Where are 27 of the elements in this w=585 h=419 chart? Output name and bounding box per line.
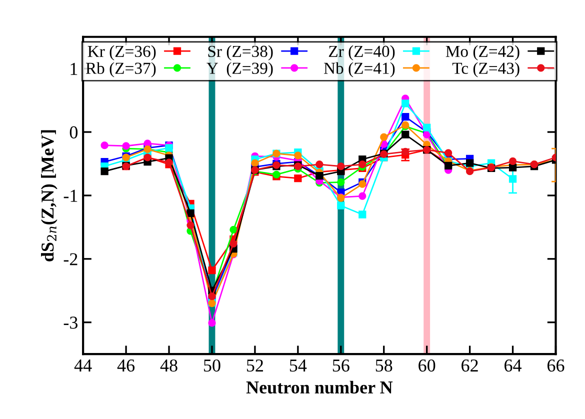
legend-label: Zr (Z=40): [328, 45, 395, 60]
x-tick-label: 52: [246, 359, 263, 372]
x-tick-label: 46: [117, 359, 135, 372]
x-tick-label: 62: [462, 359, 478, 372]
legend-label: Kr (Z=36): [88, 45, 156, 60]
legend-label: Sr (Z=38): [208, 45, 273, 60]
x-tick-label: 44: [74, 360, 92, 372]
y-tick-label: 0: [70, 126, 78, 138]
y-tick-label: -2: [64, 253, 78, 266]
legend-label: Mo (Z=42): [446, 45, 520, 60]
legend-label: Rb (Z=37): [86, 62, 156, 78]
x-tick-label: 58: [376, 359, 392, 372]
legend-label: Tc (Z=43): [452, 62, 520, 78]
legend-label: Y (Z=39): [206, 62, 273, 78]
x-axis-title: Neutron number N: [246, 380, 393, 394]
x-tick-label: 66: [548, 359, 564, 372]
legend-label: Nb (Z=41): [324, 62, 395, 78]
y-axis-title: dS$_{2n}$(Z,N) [MeV]: [41, 130, 58, 262]
y-tick-label: 1: [70, 62, 78, 75]
x-tick-label: 60: [418, 359, 436, 372]
x-tick-label: 48: [160, 359, 178, 372]
x-tick-label: 56: [332, 359, 350, 372]
y-tick-label: -1: [64, 190, 78, 202]
y-tick-label: -3: [64, 316, 78, 329]
x-tick-label: 50: [204, 359, 220, 372]
x-tick-label: 64: [504, 359, 522, 372]
x-tick-label: 54: [290, 360, 307, 372]
